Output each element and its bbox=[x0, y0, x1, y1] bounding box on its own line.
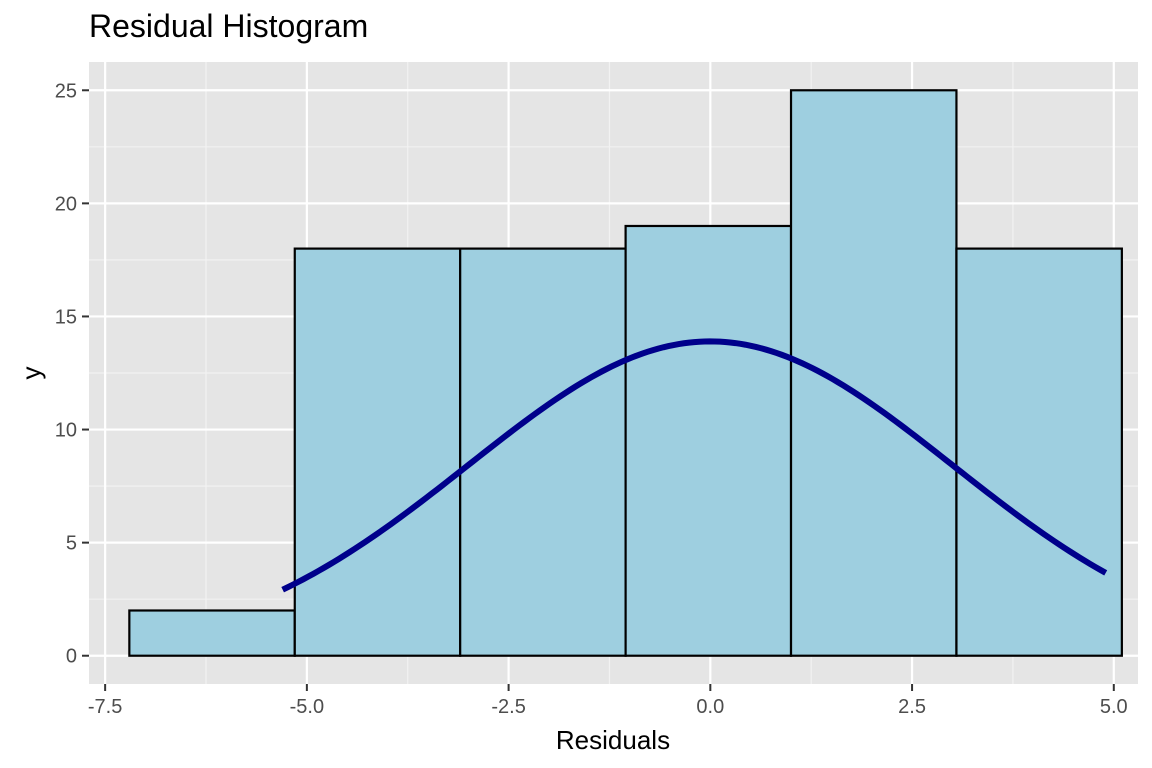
x-tick-label: 2.5 bbox=[898, 696, 926, 718]
histogram-bar-5 bbox=[955, 247, 1123, 657]
y-tick-label: 10 bbox=[55, 420, 77, 442]
x-tick-label: 0.0 bbox=[696, 696, 724, 718]
x-tick-label: -5.0 bbox=[290, 696, 324, 718]
y-tick-label: 5 bbox=[66, 533, 77, 555]
y-tick-label: 0 bbox=[66, 646, 77, 668]
x-tick-label: -2.5 bbox=[491, 696, 525, 718]
chart-title: Residual Histogram bbox=[89, 8, 369, 44]
density-curve bbox=[281, 338, 1108, 593]
x-tick-label: -7.5 bbox=[88, 696, 122, 718]
x-axis-title: Residuals bbox=[556, 725, 670, 755]
x-tick-label: 5.0 bbox=[1100, 696, 1128, 718]
x-axis: -7.5 -5.0 -2.5 0.0 2.5 5.0 bbox=[88, 684, 1128, 718]
histogram-bar-1 bbox=[293, 247, 462, 657]
histogram-bar-3 bbox=[624, 224, 793, 657]
y-axis-title: y bbox=[16, 367, 46, 380]
y-tick-label: 15 bbox=[55, 306, 77, 328]
histogram-bar-0 bbox=[128, 609, 296, 657]
y-tick-label: 20 bbox=[55, 193, 77, 215]
y-tick-label: 25 bbox=[55, 80, 77, 102]
y-axis: 0 5 10 15 20 25 bbox=[55, 80, 89, 668]
